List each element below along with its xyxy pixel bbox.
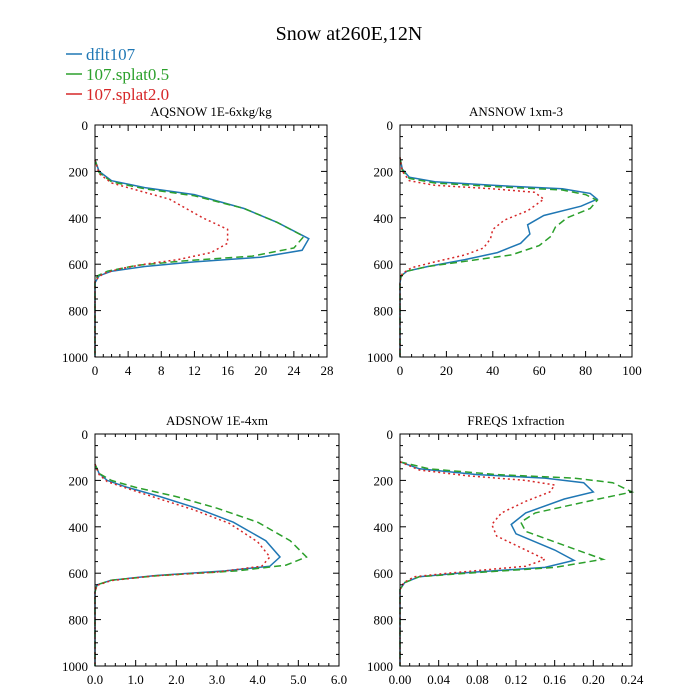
x-tick-label: 0.00	[389, 672, 412, 687]
legend-entry: 107.splat0.5	[66, 65, 169, 84]
x-tick-label: 80	[579, 363, 592, 378]
x-tick-label: 0.16	[543, 672, 566, 687]
y-tick-label: 1000	[367, 659, 393, 674]
y-tick-label: 600	[374, 257, 394, 272]
x-tick-label: 0.20	[582, 672, 605, 687]
y-tick-label: 400	[374, 520, 394, 535]
x-tick-label: 0.08	[466, 672, 489, 687]
y-tick-label: 600	[69, 566, 89, 581]
y-tick-label: 1000	[62, 350, 88, 365]
x-tick-label: 20	[254, 363, 267, 378]
plot-frame	[94, 433, 340, 667]
x-tick-label: 4.0	[250, 672, 266, 687]
series-line-107-splat2-0	[94, 463, 271, 666]
x-tick-label: 8	[158, 363, 165, 378]
x-tick-label: 0.04	[427, 672, 450, 687]
y-tick-label: 0	[82, 118, 89, 133]
y-tick-label: 400	[69, 211, 89, 226]
y-tick-label: 800	[69, 304, 89, 319]
panel-4: FREQS 1xfraction 0.00 0.04 0.08 0.12 0.16 0.20…	[367, 413, 644, 687]
y-tick-label: 200	[374, 164, 394, 179]
series-line-dflt107	[94, 463, 282, 666]
series-line-107-splat0-5	[399, 461, 635, 666]
y-tick-label: 200	[374, 473, 394, 488]
series-line-107-splat0-5	[94, 463, 308, 666]
x-tick-label: 0.0	[87, 672, 103, 687]
x-tick-label: 40	[486, 363, 499, 378]
y-tick-label: 1000	[367, 350, 393, 365]
legend-entry: 107.splat2.0	[66, 85, 169, 104]
x-tick-label: 60	[533, 363, 546, 378]
x-tick-label: 0	[92, 363, 99, 378]
panel-3: ADSNOW 1E-4xm 0.0 1.0 2.0 3.0 4.0 5.0 6.0 0 200 40…	[62, 413, 347, 687]
panel-title: FREQS 1xfraction	[467, 413, 565, 428]
x-tick-label: 3.0	[209, 672, 225, 687]
series-line-107-splat2-0	[399, 461, 557, 666]
y-tick-label: 0	[82, 427, 89, 442]
y-tick-label: 600	[69, 257, 89, 272]
y-tick-label: 400	[374, 211, 394, 226]
x-tick-label: 16	[221, 363, 235, 378]
panel-title: AQSNOW 1E-6xkg/kg	[150, 104, 272, 119]
x-tick-label: 5.0	[290, 672, 306, 687]
x-tick-label: 20	[440, 363, 453, 378]
plot-frame	[399, 124, 633, 358]
x-tick-label: 28	[321, 363, 334, 378]
x-tick-label: 100	[622, 363, 642, 378]
panel-1: AQSNOW 1E-6xkg/kg 0 4 8 12 16 20 24 28 0 200 400 600…	[62, 104, 334, 378]
y-tick-label: 800	[374, 304, 394, 319]
y-tick-label: 800	[69, 613, 89, 628]
x-tick-label: 4	[125, 363, 132, 378]
plot-frame	[94, 124, 328, 358]
panels: AQSNOW 1E-6xkg/kg0 4 8 12 16 20 24 280200400600…	[62, 104, 644, 687]
series-line-107-splat0-5	[399, 157, 599, 357]
series-line-dflt107	[399, 461, 595, 666]
x-tick-label: 0.24	[621, 672, 644, 687]
figure-title: Snow at260E,12N	[276, 23, 423, 45]
x-tick-label: 6.0	[331, 672, 347, 687]
y-tick-label: 600	[374, 566, 394, 581]
y-tick-label: 0	[387, 427, 394, 442]
x-tick-label: 0.12	[505, 672, 528, 687]
y-tick-label: 1000	[62, 659, 88, 674]
x-tick-label: 24	[287, 363, 301, 378]
x-tick-label: 12	[188, 363, 201, 378]
y-tick-label: 800	[374, 613, 394, 628]
legend-label: 107.splat0.5	[86, 65, 169, 84]
panel-2: ANSNOW 1xm-30 20 40 60 80 1000200400600800100…	[367, 104, 642, 378]
series-line-107-splat2-0	[399, 157, 546, 357]
series-line-dflt107	[94, 159, 310, 357]
y-tick-label: 200	[69, 164, 89, 179]
y-tick-label: 0	[387, 118, 394, 133]
y-tick-label: 400	[69, 520, 89, 535]
x-tick-label: 1.0	[128, 672, 144, 687]
legend-label: 107.splat2.0	[86, 85, 169, 104]
x-tick-label: 2.0	[168, 672, 184, 687]
x-tick-label: 0	[397, 363, 404, 378]
legend-entry: dflt107	[66, 45, 136, 64]
panel-title: ADSNOW 1E-4xm	[166, 413, 268, 428]
panel-title: ANSNOW 1xm-3	[469, 104, 563, 119]
y-tick-label: 200	[69, 473, 89, 488]
series-line-107-splat0-5	[94, 159, 305, 357]
legend-label: dflt107	[86, 45, 136, 64]
